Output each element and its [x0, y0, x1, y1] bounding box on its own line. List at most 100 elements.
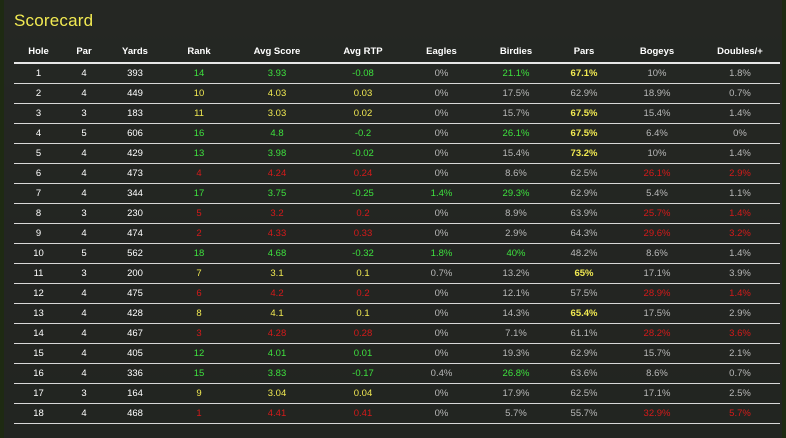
- cell-par: 5: [63, 243, 105, 264]
- cell-birdies: 15.7%: [478, 103, 554, 124]
- cell-avg-rtp: 0.1: [321, 263, 405, 284]
- cell-hole: 1: [14, 63, 63, 84]
- cell-doubles: 1.1%: [700, 183, 780, 204]
- cell-bogeys: 17.1%: [614, 263, 700, 284]
- cell-avg-score: 3.03: [233, 103, 321, 124]
- cell-bogeys: 32.9%: [614, 403, 700, 424]
- cell-avg-score: 4.33: [233, 223, 321, 244]
- cell-avg-rtp: 0.28: [321, 323, 405, 344]
- cell-bogeys: 15.7%: [614, 343, 700, 364]
- cell-birdies: 13.2%: [478, 263, 554, 284]
- cell-doubles: 1.4%: [700, 103, 780, 124]
- cell-rank: 7: [165, 263, 233, 284]
- cell-pars: 67.5%: [554, 123, 614, 144]
- cell-bogeys: 8.6%: [614, 363, 700, 384]
- cell-doubles: 3.6%: [700, 323, 780, 344]
- col-avg-score[interactable]: Avg Score: [233, 41, 321, 64]
- table-row: 6 4 473 4 4.24 0.24 0% 8.6% 62.5% 26.1% 2.9%: [14, 163, 780, 184]
- col-eagles[interactable]: Eagles: [405, 41, 478, 64]
- col-bogeys[interactable]: Bogeys: [614, 41, 700, 64]
- cell-par: 4: [63, 183, 105, 204]
- cell-avg-rtp: 0.2: [321, 283, 405, 304]
- col-yards[interactable]: Yards: [105, 41, 165, 64]
- cell-par: 3: [63, 383, 105, 404]
- col-doubles[interactable]: Doubles/+: [700, 41, 780, 64]
- col-avg-rtp[interactable]: Avg RTP: [321, 41, 405, 64]
- cell-eagles: 0%: [405, 343, 478, 364]
- cell-par: 3: [63, 103, 105, 124]
- cell-yards: 473: [105, 163, 165, 184]
- cell-avg-score: 3.04: [233, 383, 321, 404]
- cell-yards: 562: [105, 243, 165, 264]
- table-row: 15 4 405 12 4.01 0.01 0% 19.3% 62.9% 15.7% 2.1%: [14, 343, 780, 364]
- cell-doubles: 2.9%: [700, 163, 780, 184]
- cell-avg-rtp: -0.17: [321, 363, 405, 384]
- cell-hole: 10: [14, 243, 63, 264]
- cell-bogeys: 29.6%: [614, 223, 700, 244]
- cell-rank: 5: [165, 203, 233, 224]
- cell-eagles: 0%: [405, 303, 478, 324]
- cell-birdies: 8.9%: [478, 203, 554, 224]
- cell-yards: 164: [105, 383, 165, 404]
- cell-avg-rtp: 0.41: [321, 403, 405, 424]
- cell-hole: 12: [14, 283, 63, 304]
- col-pars[interactable]: Pars: [554, 41, 614, 64]
- cell-yards: 467: [105, 323, 165, 344]
- cell-bogeys: 10%: [614, 143, 700, 164]
- cell-bogeys: 15.4%: [614, 103, 700, 124]
- cell-avg-score: 4.2: [233, 283, 321, 304]
- cell-avg-score: 3.75: [233, 183, 321, 204]
- cell-rank: 8: [165, 303, 233, 324]
- cell-bogeys: 10%: [614, 63, 700, 84]
- cell-eagles: 1.4%: [405, 183, 478, 204]
- cell-yards: 344: [105, 183, 165, 204]
- scorecard-table: Hole Par Yards Rank Avg Score Avg RTP Ea…: [14, 41, 780, 424]
- cell-pars: 73.2%: [554, 143, 614, 164]
- cell-eagles: 0.7%: [405, 263, 478, 284]
- cell-birdies: 5.7%: [478, 403, 554, 424]
- table-row: 2 4 449 10 4.03 0.03 0% 17.5% 62.9% 18.9% 0.7%: [14, 83, 780, 104]
- cell-rank: 15: [165, 363, 233, 384]
- cell-avg-score: 4.41: [233, 403, 321, 424]
- cell-yards: 336: [105, 363, 165, 384]
- cell-yards: 474: [105, 223, 165, 244]
- table-header-row: Hole Par Yards Rank Avg Score Avg RTP Ea…: [14, 41, 780, 64]
- cell-pars: 65.4%: [554, 303, 614, 324]
- cell-doubles: 1.4%: [700, 283, 780, 304]
- col-par[interactable]: Par: [63, 41, 105, 64]
- cell-bogeys: 25.7%: [614, 203, 700, 224]
- col-hole[interactable]: Hole: [14, 41, 63, 64]
- cell-birdies: 17.9%: [478, 383, 554, 404]
- table-row: 5 4 429 13 3.98 -0.02 0% 15.4% 73.2% 10% 1.4%: [14, 143, 780, 164]
- cell-doubles: 5.7%: [700, 403, 780, 424]
- cell-yards: 230: [105, 203, 165, 224]
- cell-bogeys: 18.9%: [614, 83, 700, 104]
- col-rank[interactable]: Rank: [165, 41, 233, 64]
- cell-pars: 62.9%: [554, 343, 614, 364]
- cell-rank: 2: [165, 223, 233, 244]
- cell-pars: 55.7%: [554, 403, 614, 424]
- cell-eagles: 0%: [405, 163, 478, 184]
- col-birdies[interactable]: Birdies: [478, 41, 554, 64]
- cell-doubles: 1.8%: [700, 63, 780, 84]
- cell-yards: 200: [105, 263, 165, 284]
- cell-par: 4: [63, 163, 105, 184]
- cell-eagles: 0%: [405, 143, 478, 164]
- cell-pars: 65%: [554, 263, 614, 284]
- cell-eagles: 0%: [405, 223, 478, 244]
- cell-pars: 61.1%: [554, 323, 614, 344]
- cell-rank: 9: [165, 383, 233, 404]
- cell-rank: 17: [165, 183, 233, 204]
- cell-avg-score: 3.1: [233, 263, 321, 284]
- cell-doubles: 2.5%: [700, 383, 780, 404]
- cell-rank: 6: [165, 283, 233, 304]
- cell-avg-rtp: -0.2: [321, 123, 405, 144]
- cell-avg-rtp: 0.04: [321, 383, 405, 404]
- cell-yards: 606: [105, 123, 165, 144]
- cell-birdies: 12.1%: [478, 283, 554, 304]
- cell-birdies: 26.8%: [478, 363, 554, 384]
- cell-bogeys: 8.6%: [614, 243, 700, 264]
- cell-par: 4: [63, 223, 105, 244]
- cell-doubles: 0%: [700, 123, 780, 144]
